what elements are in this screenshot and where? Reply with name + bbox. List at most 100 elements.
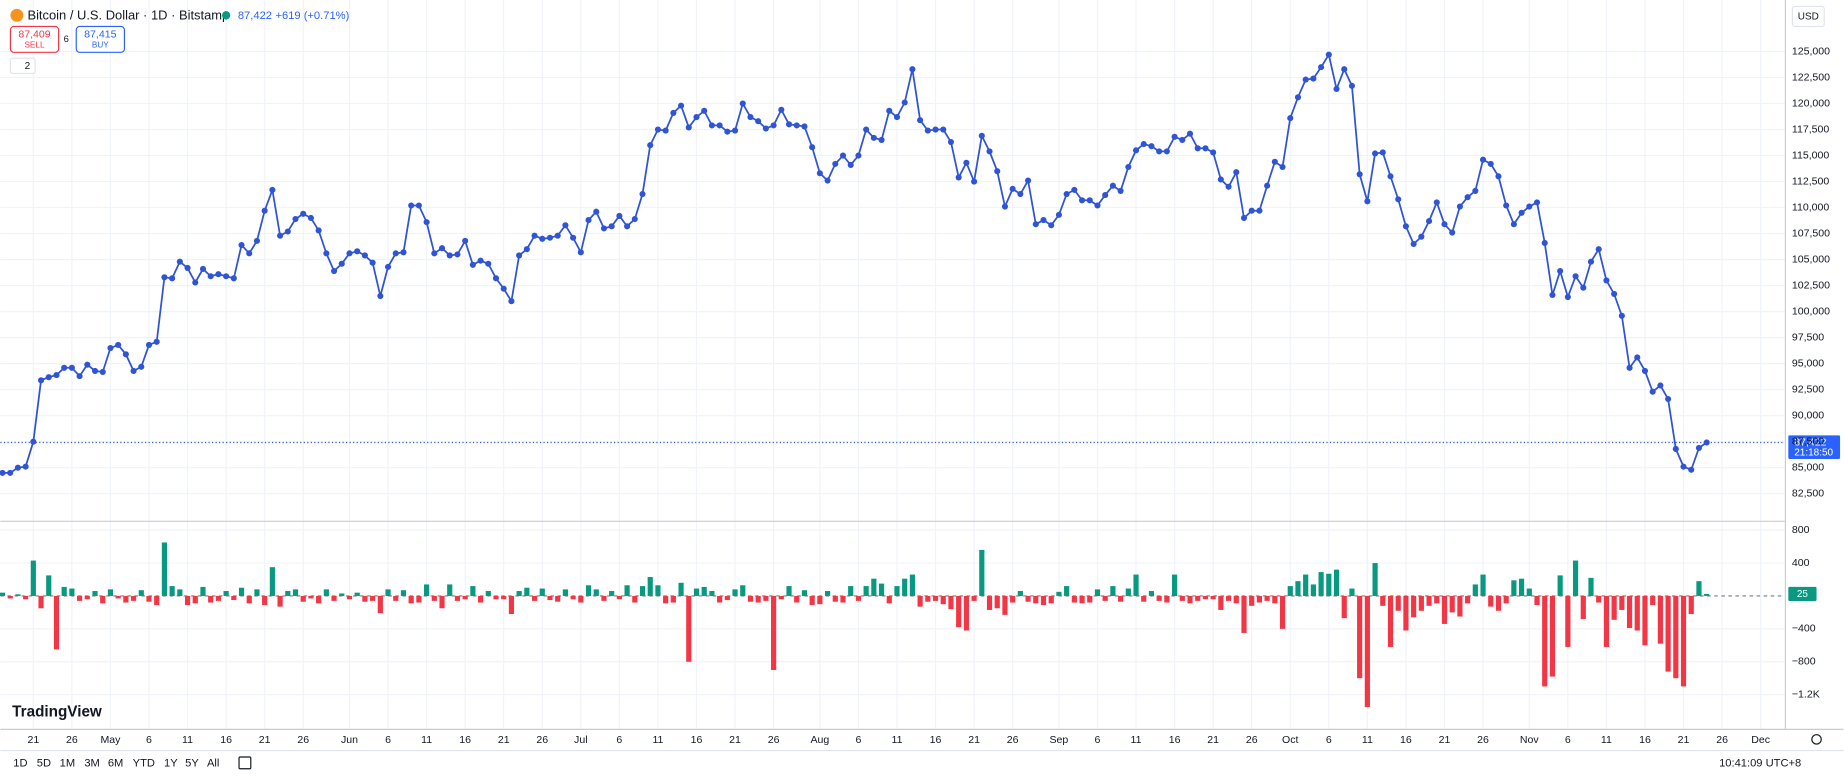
countdown: 21:18:50 bbox=[1794, 448, 1833, 459]
price-point bbox=[662, 127, 669, 134]
logo[interactable]: TradingView bbox=[12, 703, 102, 720]
price-point bbox=[678, 102, 685, 109]
delta-bar bbox=[1025, 595, 1031, 602]
delta-bar bbox=[1387, 595, 1394, 647]
delta-bar bbox=[377, 595, 383, 614]
x-tick-label: 6 bbox=[855, 734, 861, 746]
range-button[interactable]: 1M bbox=[60, 757, 75, 769]
delta-bar bbox=[963, 595, 969, 631]
x-tick-label: 11 bbox=[182, 734, 193, 746]
delta-bar bbox=[485, 591, 491, 596]
delta-bar bbox=[454, 595, 461, 601]
range-button[interactable]: All bbox=[207, 757, 219, 769]
range-button[interactable]: 1D bbox=[13, 757, 27, 769]
price-point bbox=[492, 275, 500, 282]
range-button[interactable]: 1Y bbox=[164, 757, 178, 769]
delta-bar bbox=[562, 589, 568, 596]
date-range-icon[interactable] bbox=[238, 756, 252, 770]
price-point bbox=[500, 285, 507, 292]
delta-bar bbox=[431, 595, 437, 601]
price-point bbox=[1395, 196, 1402, 203]
delta-bar bbox=[547, 595, 553, 601]
y-tick-label: 82,500 bbox=[1792, 487, 1824, 499]
indicators-toggle[interactable] bbox=[9, 57, 36, 75]
delta-bar bbox=[269, 567, 275, 596]
delta-bar bbox=[925, 595, 931, 602]
x-tick-label: 21 bbox=[1207, 734, 1219, 746]
delta-bar bbox=[940, 595, 946, 605]
price-point bbox=[145, 341, 153, 348]
delta-bar bbox=[763, 595, 769, 601]
price-point bbox=[1526, 203, 1533, 210]
delta-bar bbox=[254, 589, 260, 596]
price-point bbox=[261, 207, 268, 214]
price-point bbox=[1372, 150, 1379, 157]
price-point bbox=[423, 219, 430, 226]
currency-button[interactable] bbox=[1791, 5, 1825, 28]
price-point bbox=[454, 251, 461, 258]
price-point bbox=[1541, 239, 1548, 247]
y-tick-label: 120,000 bbox=[1792, 97, 1830, 109]
delta-bar bbox=[1650, 595, 1656, 606]
price-point bbox=[577, 249, 584, 256]
delta-bar bbox=[871, 578, 877, 596]
price-point bbox=[1009, 185, 1016, 192]
price-point bbox=[855, 152, 862, 159]
x-tick-label: 6 bbox=[1326, 734, 1332, 746]
delta-bar bbox=[1040, 595, 1047, 606]
buy-price[interactable]: 87,415 bbox=[84, 28, 116, 40]
price-point bbox=[508, 298, 515, 305]
price-point bbox=[1271, 158, 1278, 165]
price-point bbox=[0, 469, 6, 476]
buy-label[interactable]: BUY bbox=[92, 40, 109, 49]
delta-bar bbox=[146, 595, 152, 602]
price-point bbox=[1302, 76, 1309, 83]
price-point bbox=[76, 373, 83, 380]
delta-bar bbox=[817, 595, 823, 605]
price-point bbox=[901, 99, 908, 106]
x-tick-label: 21 bbox=[1678, 734, 1690, 746]
price-point bbox=[84, 361, 91, 368]
y-tick-label: 400 bbox=[1792, 557, 1810, 569]
delta-bar bbox=[1372, 563, 1378, 596]
delta-bar bbox=[1094, 589, 1101, 596]
delta-bar bbox=[169, 586, 175, 596]
price-change: +619 (+0.71%) bbox=[275, 10, 349, 22]
price-point bbox=[192, 279, 199, 286]
sell-price[interactable]: 87,409 bbox=[18, 28, 50, 40]
range-button[interactable]: 5Y bbox=[185, 757, 199, 769]
buy-button[interactable] bbox=[75, 25, 126, 53]
price-point bbox=[554, 232, 561, 239]
price-point bbox=[917, 117, 924, 124]
sell-label[interactable]: SELL bbox=[24, 40, 45, 49]
delta-bar bbox=[1225, 595, 1232, 601]
currency[interactable]: USD bbox=[1798, 12, 1819, 23]
x-tick-label: 26 bbox=[297, 734, 309, 746]
settings-icon[interactable] bbox=[1811, 734, 1822, 745]
price-point bbox=[446, 252, 453, 259]
x-tick-label: 26 bbox=[1007, 734, 1019, 746]
price-point bbox=[809, 144, 816, 151]
delta-bar bbox=[1688, 595, 1694, 615]
range-button[interactable]: 3M bbox=[84, 757, 100, 769]
price-point bbox=[1433, 199, 1440, 206]
price-point bbox=[1094, 202, 1101, 209]
price-point bbox=[778, 106, 785, 113]
delta-bar bbox=[1395, 595, 1401, 611]
delta-bar bbox=[647, 577, 653, 596]
range-button[interactable]: YTD bbox=[133, 757, 155, 769]
range-button[interactable]: 6M bbox=[108, 757, 124, 769]
delta-bar bbox=[855, 595, 862, 601]
delta-bar bbox=[1657, 595, 1663, 644]
symbol[interactable]: Bitcoin / U.S. Dollar · 1D · Bitstamp bbox=[27, 7, 229, 22]
price-point bbox=[585, 217, 592, 224]
price-point bbox=[847, 161, 854, 168]
delta-bar bbox=[601, 595, 607, 601]
sell-button[interactable] bbox=[9, 25, 60, 53]
delta-bar bbox=[1588, 577, 1594, 596]
price-point bbox=[886, 107, 893, 114]
price-point bbox=[1487, 160, 1494, 167]
indicators-count[interactable]: 2 bbox=[25, 61, 31, 72]
range-button[interactable]: 5D bbox=[37, 757, 51, 769]
delta-bar bbox=[1503, 595, 1509, 604]
